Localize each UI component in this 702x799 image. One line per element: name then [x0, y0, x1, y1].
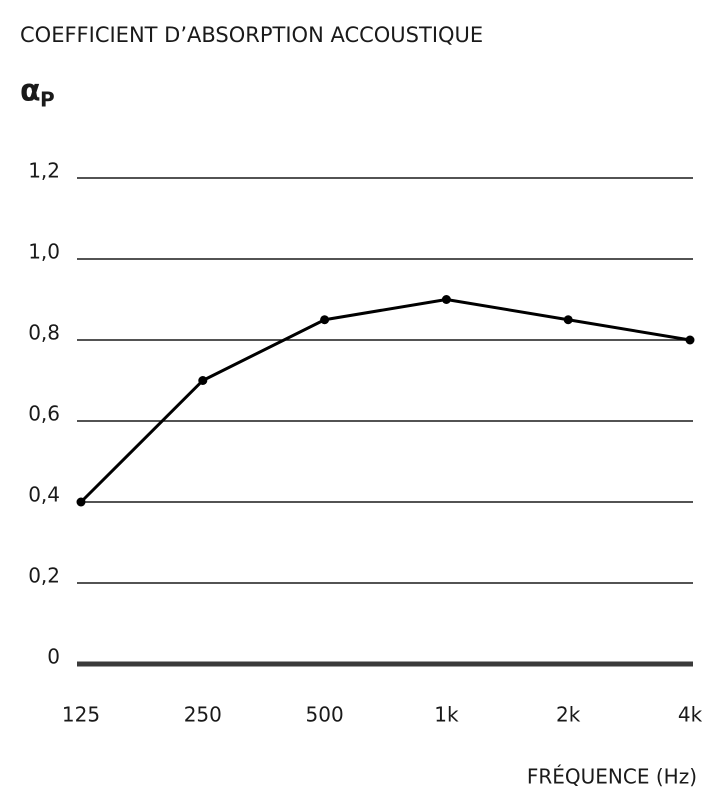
x-tick-label: 125 [62, 703, 100, 727]
data-point [198, 376, 208, 385]
data-point [76, 497, 86, 507]
y-tick-label: 1,2 [28, 159, 60, 183]
data-point [563, 315, 573, 325]
y-tick-label: 0 [47, 645, 60, 669]
chart-title: COEFFICIENT D’ABSORPTION ACCOUSTIQUE [20, 23, 483, 47]
y-tick-label: 0,6 [28, 402, 60, 426]
data-point [320, 315, 330, 325]
x-tick-label: 500 [306, 703, 344, 727]
x-tick-label: 4k [678, 703, 702, 727]
y-tick-label: 0,2 [28, 564, 60, 588]
x-tick-label: 250 [184, 703, 222, 727]
y-tick-label: 0,8 [28, 321, 60, 345]
data-point [441, 295, 451, 304]
y-axis-label: α [20, 74, 41, 109]
data-line [79, 298, 691, 504]
y-tick-label: 0,4 [28, 483, 60, 507]
y-axis-label-subscript: P [40, 88, 55, 112]
x-tick-label: 1k [434, 703, 459, 727]
x-tick-label: 2k [556, 703, 581, 727]
y-tick-label: 1,0 [28, 240, 60, 264]
data-point [685, 335, 695, 345]
x-axis-label: FRÉQUENCE (Hz) [527, 765, 697, 789]
